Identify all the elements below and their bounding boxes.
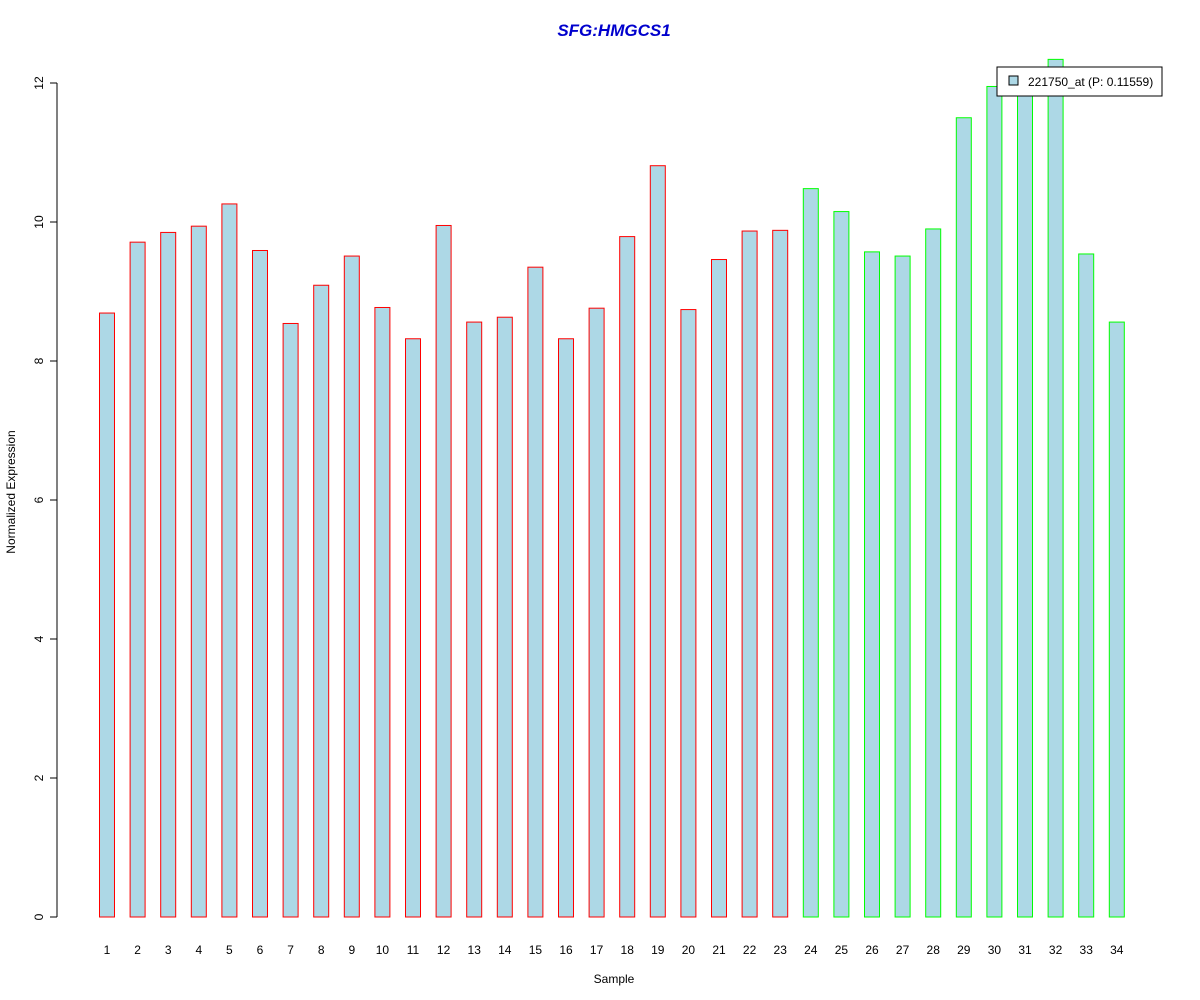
bar-sample-9 bbox=[343, 255, 360, 918]
x-tick-label: 12 bbox=[437, 943, 451, 957]
bar-sample-33 bbox=[1078, 253, 1095, 918]
legend: 221750_at (P: 0.11559) bbox=[996, 66, 1163, 97]
x-tick-label: 30 bbox=[988, 943, 1002, 957]
bar-sample-24 bbox=[802, 188, 819, 918]
bar-sample-2 bbox=[129, 241, 146, 918]
x-tick-label: 9 bbox=[348, 943, 355, 957]
bar-sample-19 bbox=[649, 165, 666, 918]
y-tick-label: 8 bbox=[32, 357, 46, 364]
x-tick-label: 18 bbox=[621, 943, 635, 957]
y-tick-label: 12 bbox=[32, 76, 46, 90]
bar-sample-18 bbox=[619, 236, 636, 918]
x-tick-label: 24 bbox=[804, 943, 818, 957]
x-tick-label: 26 bbox=[865, 943, 879, 957]
bar-sample-34 bbox=[1108, 321, 1125, 918]
chart-title: SFG:HMGCS1 bbox=[557, 21, 670, 40]
x-tick-label: 8 bbox=[318, 943, 325, 957]
legend-box bbox=[996, 66, 1163, 97]
legend-swatch bbox=[1008, 75, 1019, 86]
bars-group bbox=[99, 58, 1125, 918]
bar-sample-22 bbox=[741, 230, 758, 918]
bar-sample-6 bbox=[252, 249, 268, 918]
x-tick-label: 25 bbox=[835, 943, 849, 957]
y-tick-label: 6 bbox=[32, 496, 46, 503]
bar-sample-20 bbox=[680, 309, 697, 918]
bar-sample-28 bbox=[925, 228, 942, 918]
x-tick-label: 11 bbox=[407, 943, 420, 957]
x-tick-label: 27 bbox=[896, 943, 910, 957]
x-tick-label: 28 bbox=[927, 943, 941, 957]
bar-sample-32 bbox=[1047, 58, 1064, 918]
bar-sample-5 bbox=[221, 203, 238, 918]
bar-sample-3 bbox=[160, 231, 177, 918]
bar-sample-11 bbox=[405, 338, 421, 918]
x-tick-label: 17 bbox=[590, 943, 604, 957]
bar-sample-27 bbox=[894, 255, 911, 918]
x-tick-label: 15 bbox=[529, 943, 543, 957]
bar-sample-21 bbox=[711, 259, 727, 918]
legend-label: 221750_at (P: 0.11559) bbox=[1028, 75, 1153, 89]
x-tick-label: 29 bbox=[957, 943, 971, 957]
x-tick-label: 34 bbox=[1110, 943, 1124, 957]
x-tick-label: 1 bbox=[104, 943, 111, 957]
x-tick-label: 10 bbox=[376, 943, 390, 957]
y-tick-label: 2 bbox=[32, 774, 46, 781]
x-tick-label: 14 bbox=[498, 943, 512, 957]
bar-sample-8 bbox=[313, 284, 330, 918]
y-tick-label: 0 bbox=[32, 913, 46, 920]
y-axis-title: Normalized Expression bbox=[4, 430, 18, 553]
x-tick-label: 2 bbox=[134, 943, 141, 957]
x-tick-label: 23 bbox=[774, 943, 788, 957]
bar-sample-12 bbox=[435, 224, 452, 918]
x-tick-label: 32 bbox=[1049, 943, 1063, 957]
x-tick-label: 33 bbox=[1080, 943, 1094, 957]
x-tick-label: 21 bbox=[712, 943, 726, 957]
bar-sample-14 bbox=[496, 316, 513, 918]
y-tick-label: 10 bbox=[32, 215, 46, 229]
bar-sample-29 bbox=[955, 117, 972, 918]
x-tick-label: 22 bbox=[743, 943, 757, 957]
bar-sample-25 bbox=[833, 211, 850, 918]
bar-sample-17 bbox=[588, 307, 605, 918]
bar-sample-15 bbox=[527, 266, 544, 918]
bar-sample-23 bbox=[772, 229, 789, 918]
x-tick-label: 3 bbox=[165, 943, 172, 957]
bar-sample-13 bbox=[466, 321, 483, 918]
x-tick-label: 4 bbox=[195, 943, 202, 957]
x-tick-label: 7 bbox=[287, 943, 294, 957]
x-tick-label: 6 bbox=[257, 943, 264, 957]
x-tick-label: 19 bbox=[651, 943, 665, 957]
bar-sample-1 bbox=[99, 312, 115, 918]
bar-sample-30 bbox=[986, 85, 1003, 918]
bar-sample-31 bbox=[1017, 82, 1033, 918]
bar-sample-4 bbox=[190, 225, 207, 918]
y-axis: 0 2 4 6 8 10 12 bbox=[32, 76, 58, 920]
bar-sample-16 bbox=[558, 338, 574, 918]
x-tick-label: 16 bbox=[559, 943, 573, 957]
x-tick-label: 13 bbox=[468, 943, 482, 957]
bar-sample-26 bbox=[864, 251, 880, 918]
x-tick-label: 20 bbox=[682, 943, 696, 957]
y-tick-label: 4 bbox=[32, 635, 46, 642]
bar-sample-7 bbox=[282, 322, 299, 918]
x-axis-title: Sample bbox=[594, 972, 635, 986]
x-tick-label: 5 bbox=[226, 943, 233, 957]
x-tick-label: 31 bbox=[1018, 943, 1032, 957]
x-axis-labels: 1 2 3 4 5 6 7 8 9 10 11 12 13 14 15 16 17 18 19 20 21 22 23 24 2… bbox=[104, 943, 1124, 957]
bar-sample-10 bbox=[374, 306, 391, 918]
